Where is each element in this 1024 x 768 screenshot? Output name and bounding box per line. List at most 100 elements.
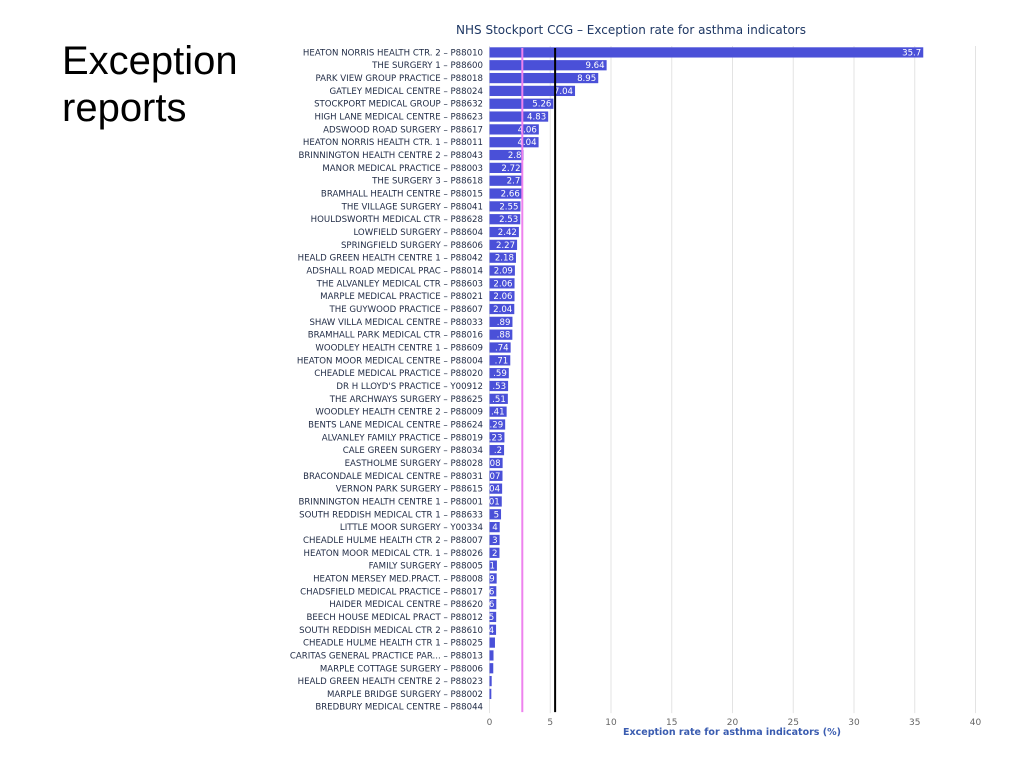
bar [489, 470, 503, 481]
category-label: WOODLEY HEALTH CENTRE 1 – P88609 [315, 344, 483, 354]
category-label: WOODLEY HEALTH CENTRE 2 – P88009 [315, 408, 483, 418]
category-label: ALVANLEY FAMILY PRACTICE – P88019 [322, 433, 483, 443]
category-label: THE ARCHWAYS SURGERY – P88625 [329, 395, 483, 405]
category-label: THE ALVANLEY MEDICAL CTR – P88603 [316, 279, 483, 289]
bar [489, 560, 497, 571]
bar [489, 329, 513, 340]
bar-value-label: 2.09 [494, 267, 513, 277]
category-label: BRAMHALL PARK MEDICAL CTR – P88016 [308, 331, 483, 341]
category-labels: HEATON NORRIS HEALTH CTR. 2 – P88010 THE … [290, 48, 483, 712]
bar [489, 265, 515, 276]
bar-value-label: 1 [489, 562, 494, 572]
category-label: BRINNINGTON HEALTH CENTRE 1 – P88001 [298, 497, 483, 507]
x-tick-label: 25 [788, 718, 799, 728]
bar-value-label: 5 [489, 613, 494, 623]
bar-value-label: 2.06 [493, 292, 512, 302]
category-label: GATLEY MEDICAL CENTRE – P88024 [329, 87, 483, 97]
bar [489, 637, 495, 648]
x-axis-title: Exception rate for asthma indicators (%) [623, 727, 841, 738]
category-label: ADSWOOD ROAD SURGERY – P88617 [323, 125, 483, 135]
bar-value-label: .51 [492, 395, 506, 405]
category-label: CHEADLE HULME HEALTH CTR 1 – P88025 [303, 639, 483, 649]
x-axis-ticks: 0 5 10 15 20 25 30 35 40 [487, 718, 982, 728]
category-label: MARPLE COTTAGE SURGERY – P88006 [320, 664, 483, 674]
category-label: HEATON NORRIS HEALTH CTR. 1 – P88011 [303, 138, 483, 148]
category-label: HEATON NORRIS HEALTH CTR. 2 – P88010 [303, 48, 483, 58]
bar [489, 688, 492, 700]
bar-value-label: 2 [492, 549, 497, 559]
bar [489, 291, 515, 302]
bar-value-label: 4.83 [527, 113, 546, 123]
slide-title: Exception reports [62, 39, 238, 130]
bar-value-label: .74 [495, 344, 509, 354]
bar-value-label: 9.64 [585, 61, 604, 71]
bar [489, 611, 497, 623]
bar [489, 72, 599, 84]
category-label: HEATON MERSEY MED.PRACT. – P88008 [313, 574, 483, 584]
reference-lines [521, 48, 557, 713]
bar-value-label: .89 [497, 318, 511, 328]
bar-value-label: 7.04 [554, 87, 573, 97]
category-label: CARITAS GENERAL PRACTICE PAR... – P88013 [290, 651, 483, 661]
category-label: PARK VIEW GROUP PRACTICE – P88018 [315, 74, 483, 84]
bars: 35.79.648.957.045.264.834.064.042.82.722… [486, 47, 924, 700]
bar [489, 303, 515, 315]
bar-value-label: 2.72 [501, 164, 520, 174]
bar-value-label: 2.66 [501, 190, 520, 200]
bar-value-label: 6 [489, 587, 494, 597]
category-label: HIGH LANE MEDICAL CENTRE – P88623 [315, 113, 484, 123]
category-label: SPRINGFIELD SURGERY – P88606 [341, 241, 483, 251]
category-label: MARPLE MEDICAL PRACTICE – P88021 [320, 292, 483, 302]
bar [489, 47, 924, 58]
bar-value-label: .07 [487, 472, 501, 482]
category-label: LOWFIELD SURGERY – P88604 [353, 228, 483, 238]
bar [489, 149, 524, 161]
bar-value-label: .08 [487, 459, 501, 469]
category-label: FAMILY SURGERY – P88005 [369, 562, 483, 572]
category-label: MARPLE BRIDGE SURGERY – P88002 [327, 690, 483, 700]
bar [489, 483, 503, 494]
category-label: EASTHOLME SURGERY – P88028 [345, 459, 483, 469]
bar-value-label: 2.42 [498, 228, 517, 238]
category-label: THE SURGERY 1 – P88600 [371, 61, 483, 71]
category-label: CHEADLE HULME HEALTH CTR 2 – P88007 [303, 536, 483, 546]
category-label: HEALD GREEN HEALTH CENTRE 2 – P88023 [298, 677, 483, 687]
category-label: CALE GREEN SURGERY – P88034 [343, 446, 483, 456]
bar [489, 124, 539, 135]
bar [489, 252, 516, 263]
bar [489, 60, 607, 71]
bar [489, 355, 511, 366]
bar-value-label: .71 [495, 356, 509, 366]
bar [489, 522, 500, 533]
bar-value-label: 2.8 [508, 151, 522, 161]
bar [489, 419, 506, 430]
bar [489, 137, 539, 148]
bar-value-label: 9 [489, 574, 494, 584]
category-label: HEATON MOOR MEDICAL CTR. 1 – P88026 [304, 549, 483, 559]
category-label: HAIDER MEDICAL CENTRE – P88620 [329, 600, 483, 610]
x-tick-label: 35 [909, 718, 920, 728]
bar-value-label: 2.18 [495, 254, 514, 264]
bar [489, 393, 508, 404]
bar-value-label: .04 [486, 485, 500, 495]
x-tick-label: 10 [605, 718, 617, 728]
bar [489, 509, 502, 520]
bar [489, 278, 515, 289]
bar [489, 368, 509, 379]
category-label: SOUTH REDDISH MEDICAL CTR 2 – P88610 [299, 626, 483, 636]
category-label: HEATON MOOR MEDICAL CENTRE – P88004 [297, 356, 483, 366]
bar-value-label: 2.55 [499, 202, 518, 212]
category-label: THE SURGERY 3 – P88618 [371, 177, 483, 187]
category-label: THE VILLAGE SURGERY – P88041 [341, 202, 483, 212]
bar-value-label: 4.04 [517, 138, 536, 148]
category-label: STOCKPORT MEDICAL GROUP – P88632 [314, 100, 483, 110]
bar-value-label: .53 [492, 382, 506, 392]
category-label: BREDBURY MEDICAL CENTRE – P88044 [315, 703, 483, 713]
bar-value-label: 3 [492, 536, 497, 546]
category-label: HOULDSWORTH MEDICAL CTR – P88628 [311, 215, 483, 225]
bar [489, 201, 521, 212]
bar [489, 547, 500, 558]
bar [489, 111, 549, 122]
bar-value-label: .88 [497, 331, 511, 341]
bar [489, 534, 500, 546]
